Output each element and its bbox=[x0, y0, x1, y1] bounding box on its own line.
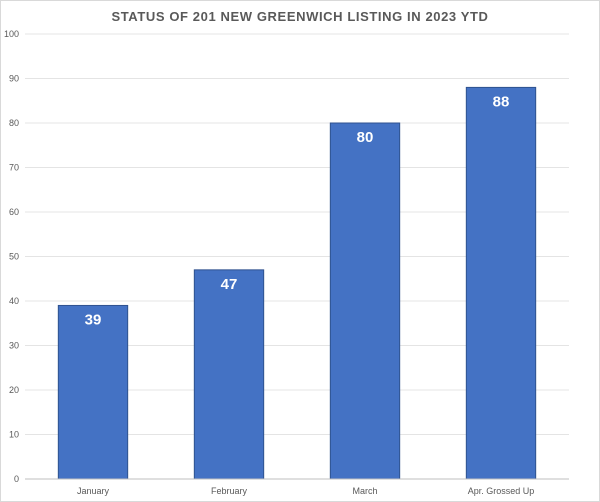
x-tick-label: Apr. Grossed Up bbox=[468, 486, 535, 496]
y-tick-label: 90 bbox=[9, 74, 19, 84]
y-tick-label: 20 bbox=[9, 385, 19, 395]
bar bbox=[57, 304, 129, 480]
y-tick-label: 0 bbox=[14, 474, 19, 484]
y-tick-label: 100 bbox=[4, 29, 19, 39]
y-tick-label: 40 bbox=[9, 296, 19, 306]
data-label: 47 bbox=[221, 276, 238, 293]
y-tick-label: 70 bbox=[9, 163, 19, 173]
y-tick-label: 60 bbox=[9, 207, 19, 217]
bar bbox=[465, 86, 537, 480]
data-label: 39 bbox=[85, 311, 102, 328]
data-label: 80 bbox=[357, 129, 374, 146]
y-tick-label: 80 bbox=[9, 118, 19, 128]
y-tick-label: 50 bbox=[9, 252, 19, 262]
y-tick-label: 10 bbox=[9, 430, 19, 440]
data-label: 88 bbox=[493, 93, 510, 110]
y-tick-label: 30 bbox=[9, 341, 19, 351]
x-tick-label: February bbox=[211, 486, 248, 496]
chart-title: STATUS OF 201 NEW GREENWICH LISTING IN 2… bbox=[111, 9, 489, 24]
x-tick-label: March bbox=[352, 486, 377, 496]
bar bbox=[193, 269, 265, 480]
x-tick-label: January bbox=[77, 486, 110, 496]
bar bbox=[329, 122, 401, 480]
